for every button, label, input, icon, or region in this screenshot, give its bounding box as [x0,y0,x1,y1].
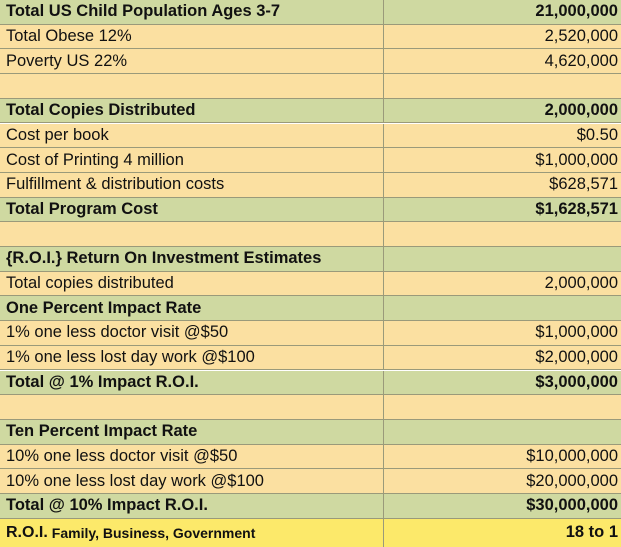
row-value-cell[interactable] [384,296,621,320]
row-label-cell[interactable]: Cost of Printing 4 million [0,148,384,172]
row-value-cell[interactable]: $2,000,000 [535,348,618,367]
row-label-cell[interactable]: Total Obese 12% [0,24,384,49]
row-value-cell[interactable] [384,74,621,98]
row-value-cell[interactable]: $3,000,000 [535,372,618,391]
row-value-cell[interactable]: 2,000,000 [544,101,618,120]
row-label-cell[interactable]: Total copies distributed [0,271,384,296]
row-label-cell[interactable]: Total @ 1% Impact R.O.I. [0,370,384,395]
table-row: Total @ 1% Impact R.O.I. $3,000,000 [0,370,621,396]
row-value-cell[interactable]: 2,000,000 [544,274,618,293]
row-value-cell[interactable] [384,395,621,419]
row-label-cell[interactable]: Total US Child Population Ages 3-7 [0,0,384,24]
table-row: Ten Percent Impact Rate [0,419,621,445]
row-label-cell[interactable]: One Percent Impact Rate [0,296,384,321]
row-value-cell[interactable]: $1,628,571 [535,199,618,218]
row-label-cell[interactable]: 1% one less doctor visit @$50 [0,321,384,345]
roi-label-detail: Family, Business, Government [51,524,256,541]
table-row: One Percent Impact Rate [0,296,621,322]
table-row: Poverty US 22% 4,620,000 [0,49,621,75]
table-row: Total Program Cost $1,628,571 [0,197,621,223]
row-value-cell[interactable]: 2,520,000 [544,27,618,46]
row-value-cell[interactable]: $30,000,000 [526,496,618,515]
row-label-cell[interactable]: Cost per book [0,123,384,148]
table-row: {R.O.I.} Return On Investment Estimates [0,247,621,272]
table-row: Fulfillment & distribution costs $628,571 [0,172,621,198]
table-row: 10% one less lost day work @$100 $20,000,… [0,469,621,494]
table-row: Cost per book $0.50 [0,123,621,149]
row-value-cell[interactable]: $628,571 [549,175,618,194]
row-value-cell[interactable] [384,222,621,246]
row-label-cell[interactable] [0,395,384,419]
table-row: 10% one less doctor visit @$50 $10,000,00… [0,444,621,470]
table-row: 1% one less lost day work @$100 $2,000,00… [0,345,621,371]
table-row [0,395,621,420]
row-label-cell[interactable]: 10% one less doctor visit @$50 [0,444,384,469]
table-row [0,222,621,247]
row-value-cell[interactable] [384,247,621,271]
row-value-cell[interactable]: $1,000,000 [535,323,618,342]
row-label-cell[interactable]: Total @ 10% Impact R.O.I. [0,494,384,518]
row-label-cell[interactable]: Fulfillment & distribution costs [0,172,384,197]
row-label-cell[interactable] [0,74,384,98]
row-value-cell[interactable] [384,420,621,444]
row-value-cell[interactable]: $0.50 [576,125,618,144]
row-label-cell[interactable]: Total Copies Distributed [0,98,384,123]
roi-value-cell[interactable]: 18 to 1 [565,523,618,542]
row-label-cell[interactable]: Ten Percent Impact Rate [0,419,384,444]
table-row: Cost of Printing 4 million $1,000,000 [0,148,621,173]
roi-summary-row: R.O.I. Family, Business, Government 18 to … [0,518,621,547]
table-row: 1% one less doctor visit @$50 $1,000,000 [0,321,621,346]
table-row: Total Copies Distributed 2,000,000 [0,98,621,124]
row-label-cell[interactable]: {R.O.I.} Return On Investment Estimates [0,247,384,271]
row-value-cell[interactable]: $10,000,000 [526,446,618,465]
row-value-cell[interactable]: $20,000,000 [526,471,618,490]
row-label-cell[interactable]: 1% one less lost day work @$100 [0,345,384,370]
roi-label-cell[interactable]: R.O.I. Family, Business, Government [0,518,384,547]
table-row: Total @ 10% Impact R.O.I. $30,000,000 [0,494,621,519]
table-row [0,74,621,99]
table-row: Total Obese 12% 2,520,000 [0,24,621,50]
row-label-cell[interactable]: Poverty US 22% [0,49,384,74]
row-value-cell[interactable]: 21,000,000 [535,2,618,21]
table-row: Total US Child Population Ages 3-7 21,000… [0,0,621,25]
roi-label: R.O.I. [6,523,48,541]
row-value-cell[interactable]: 4,620,000 [544,51,618,70]
row-label-cell[interactable]: Total Program Cost [0,197,384,222]
row-label-cell[interactable] [0,222,384,246]
row-value-cell[interactable]: $1,000,000 [535,150,618,169]
row-label-cell[interactable]: 10% one less lost day work @$100 [0,469,384,493]
table-row: Total copies distributed 2,000,000 [0,271,621,297]
